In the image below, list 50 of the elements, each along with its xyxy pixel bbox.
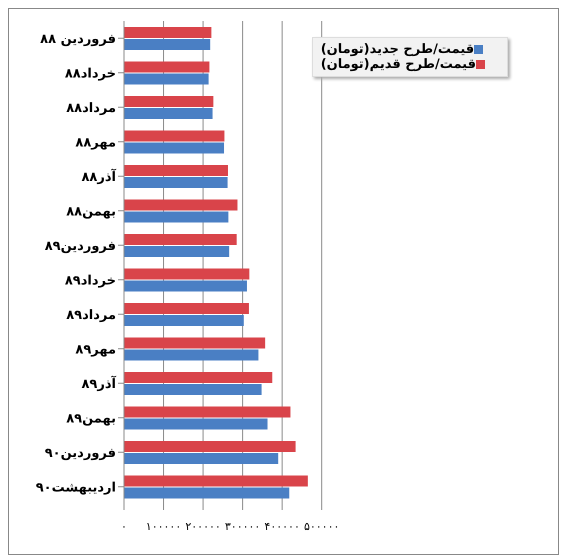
legend-label: قیمت/طرح جدید(تومان) — [320, 42, 474, 57]
y-tick-label: بهمن۸۸ — [66, 204, 116, 220]
y-tick-label: مرداد۸۸ — [66, 100, 116, 116]
x-tick-label: ۴۰۰۰۰۰ — [264, 520, 300, 533]
y-tick-label: آذر۸۹ — [82, 374, 117, 392]
bar — [124, 350, 258, 360]
x-tick-label: ۵۰۰۰۰۰ — [304, 520, 340, 533]
x-tick-label: ۲۰۰۰۰۰ — [185, 520, 221, 533]
bar — [124, 234, 237, 245]
bar — [124, 488, 290, 498]
bar — [124, 246, 230, 257]
bar — [124, 108, 213, 119]
y-tick-label: مرداد۸۹ — [66, 308, 116, 323]
bar — [124, 142, 224, 154]
x-tick-label: ۰ — [121, 520, 127, 533]
bar — [124, 406, 290, 418]
y-tick-label: فروردین۹۰ — [44, 446, 116, 461]
y-tick-label: خرداد۸۹ — [64, 273, 116, 288]
y-tick-label: خرداد۸۸ — [64, 66, 116, 82]
y-tick-label: فروردین ۸۸ — [40, 32, 116, 47]
y-tick-label: اردیبهشت۹۰ — [36, 480, 116, 496]
legend-label: قیمت/طرح قدیم(تومان) — [320, 57, 476, 72]
bar — [124, 338, 266, 348]
y-tick-label: مهر۸۸ — [75, 135, 116, 150]
bar — [124, 315, 244, 326]
bar — [124, 62, 210, 72]
bar — [124, 372, 272, 383]
bar — [124, 384, 262, 395]
bar — [124, 27, 212, 38]
bar — [124, 268, 250, 280]
bar — [124, 441, 296, 452]
bar — [124, 212, 228, 222]
y-tick-label: بهمن۸۹ — [66, 411, 116, 426]
bar — [124, 303, 249, 314]
y-tick-label: آذر۸۸ — [82, 168, 117, 185]
y-tick-label: فروردین۸۹ — [44, 238, 116, 254]
bar — [124, 177, 228, 188]
x-tick-label: ۳۰۰۰۰۰ — [224, 520, 260, 533]
bar — [124, 165, 228, 176]
bar — [124, 418, 268, 430]
x-tick-label: ۱۰۰۰۰۰ — [146, 520, 182, 533]
bar — [124, 200, 238, 210]
bar — [124, 96, 214, 107]
bar — [124, 130, 224, 142]
bar — [124, 39, 210, 50]
bar — [124, 453, 278, 464]
y-tick-label: مهر۸۹ — [75, 342, 116, 358]
bar — [124, 476, 308, 486]
bar — [124, 74, 209, 84]
bar — [124, 280, 247, 292]
